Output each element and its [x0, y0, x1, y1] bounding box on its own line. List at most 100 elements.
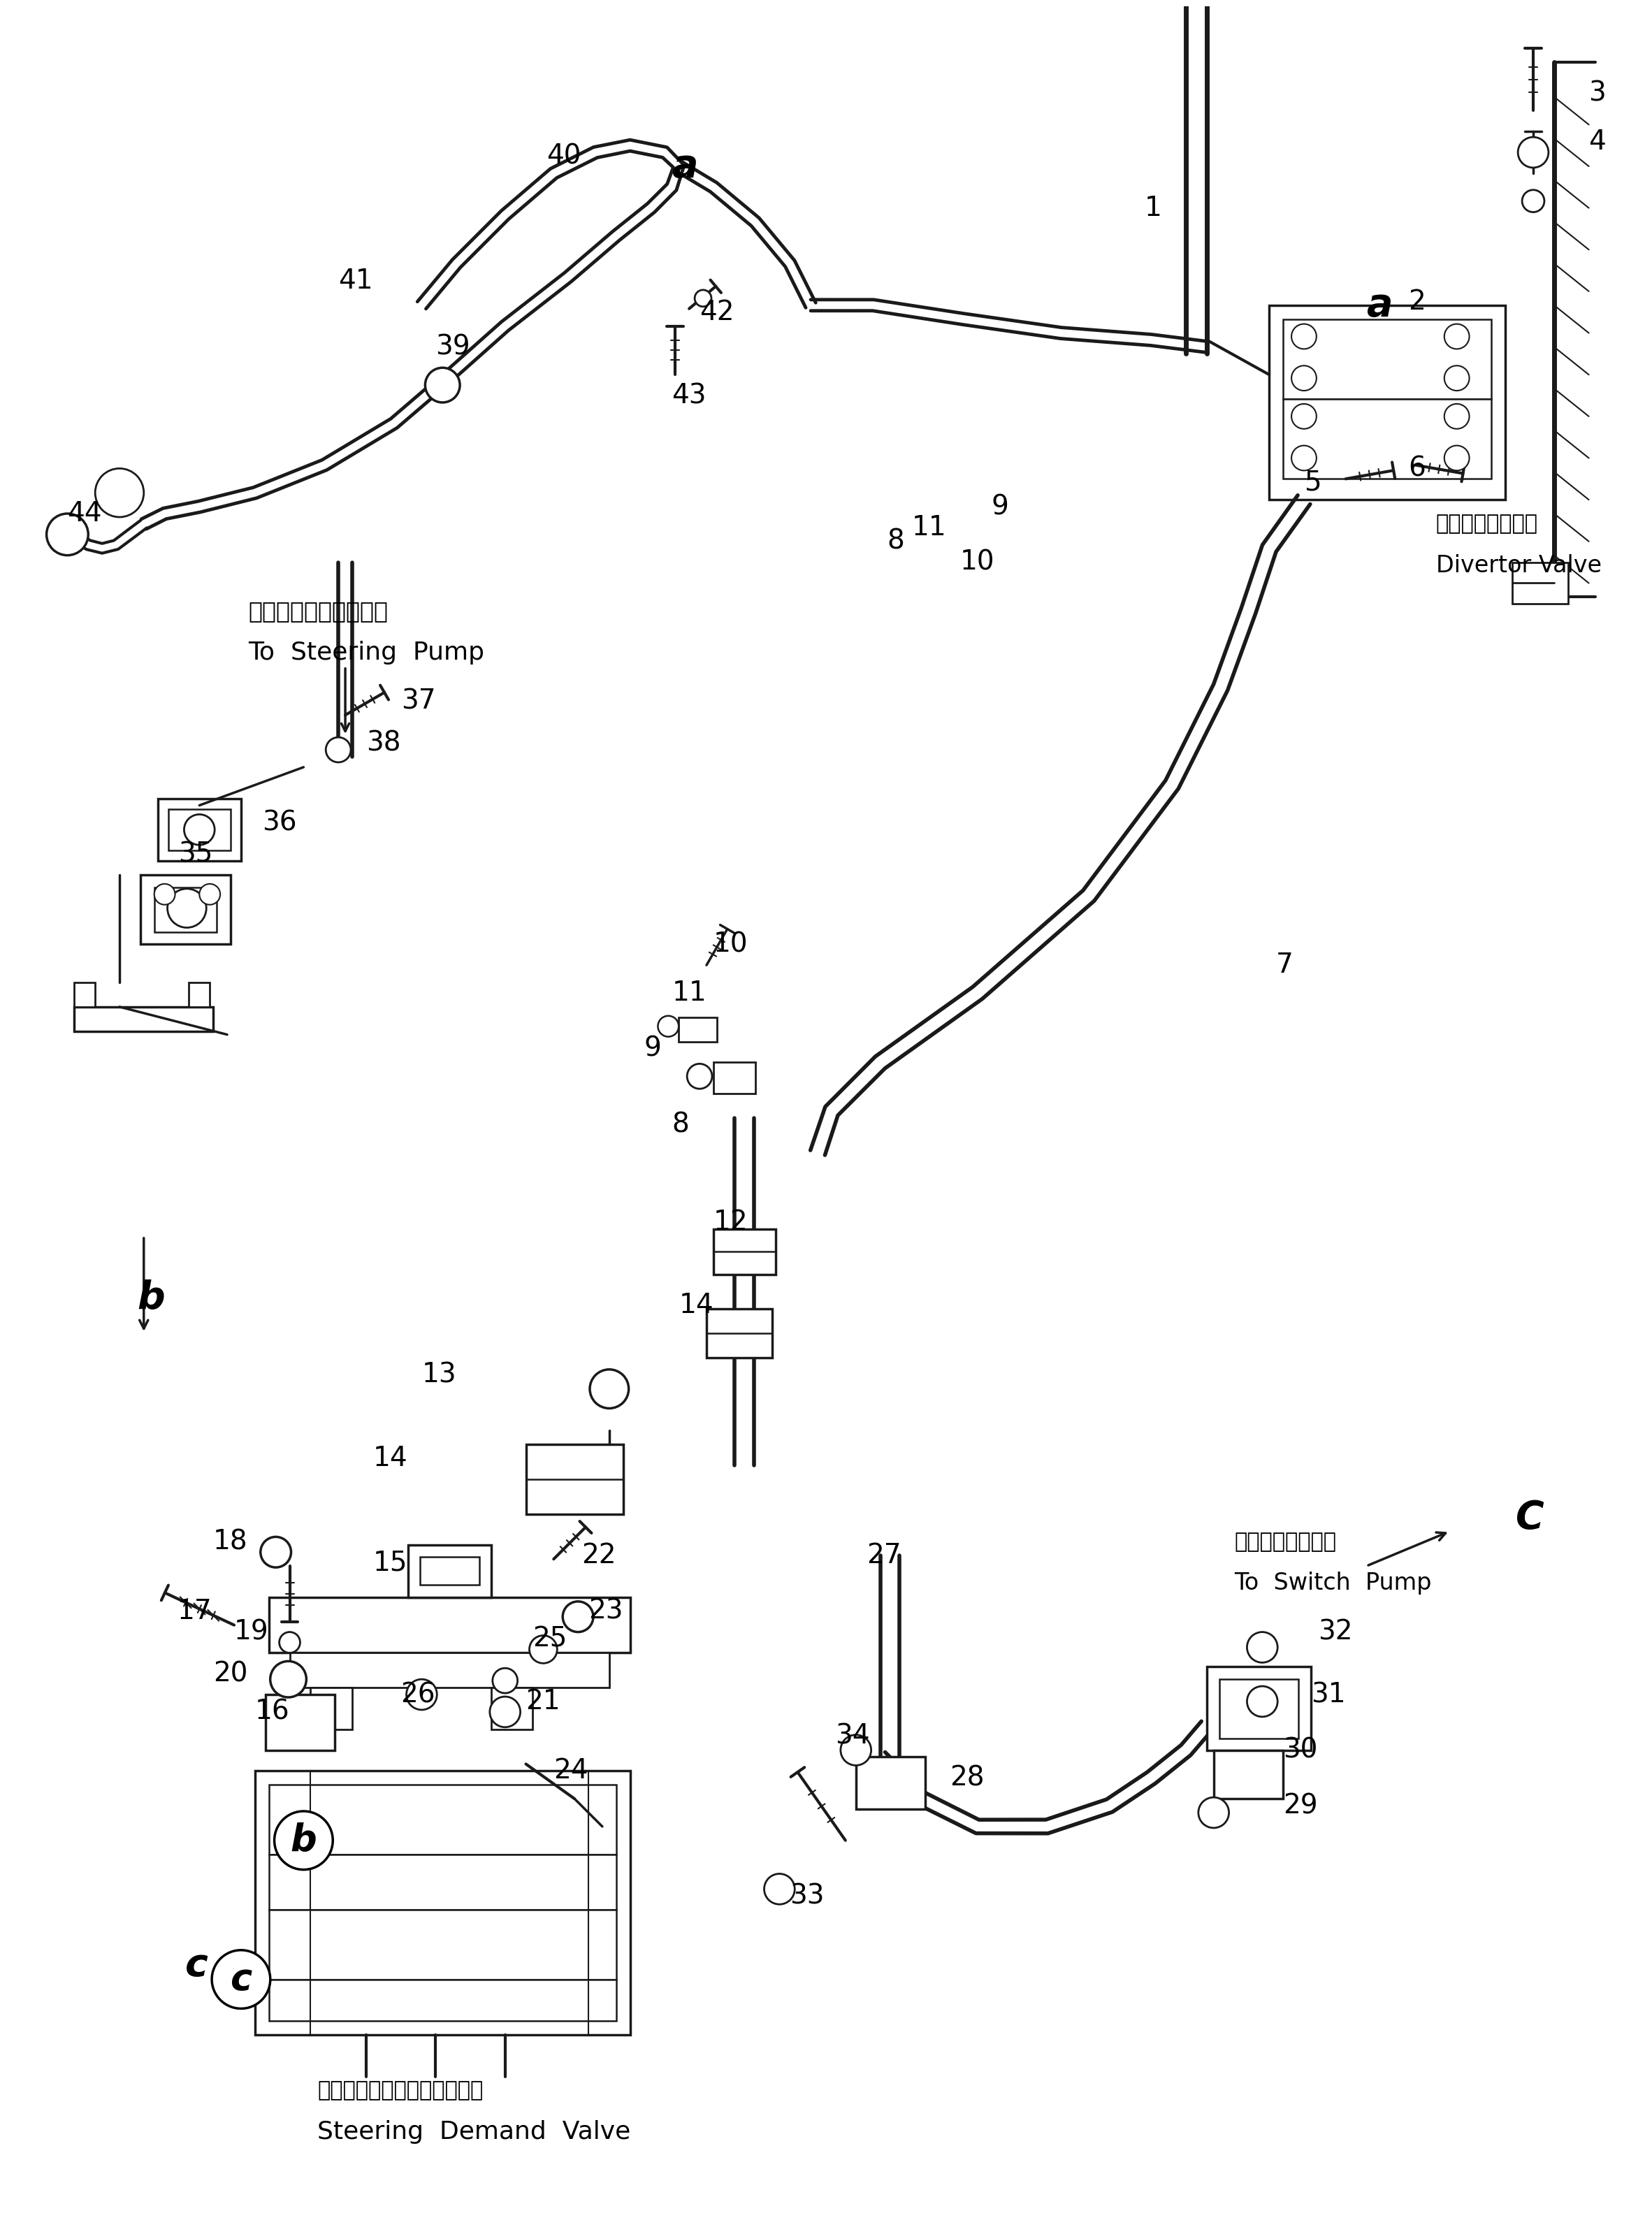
Bar: [714, 1228, 776, 1275]
Bar: [289, 1653, 610, 1689]
Text: 1: 1: [1145, 195, 1161, 221]
Text: To  Switch  Pump: To Switch Pump: [1234, 1571, 1432, 1596]
Bar: [269, 1598, 629, 1653]
Circle shape: [529, 1635, 557, 1664]
Text: 9: 9: [644, 1036, 661, 1062]
Text: To  Steering  Pump: To Steering Pump: [248, 640, 484, 664]
Text: 4: 4: [1589, 128, 1606, 155]
Circle shape: [1292, 365, 1317, 392]
Text: 11: 11: [912, 513, 947, 540]
Text: 33: 33: [790, 1883, 824, 1910]
Circle shape: [492, 1669, 517, 1693]
Circle shape: [261, 1536, 291, 1567]
Bar: [1269, 305, 1505, 500]
Text: 16: 16: [254, 1700, 289, 1726]
Bar: [269, 1854, 616, 1910]
Circle shape: [563, 1602, 593, 1631]
Bar: [269, 1910, 616, 1978]
Text: 44: 44: [68, 500, 102, 527]
Circle shape: [154, 883, 175, 905]
Text: 8: 8: [672, 1111, 689, 1137]
Text: 19: 19: [235, 1618, 269, 1644]
Text: ディバータバルブ: ディバータバルブ: [1436, 513, 1538, 533]
Bar: [1219, 1680, 1298, 1737]
Circle shape: [279, 1631, 301, 1653]
Text: 5: 5: [1303, 469, 1322, 496]
Circle shape: [1292, 323, 1317, 350]
Bar: [525, 1445, 623, 1514]
Text: 20: 20: [213, 1660, 248, 1686]
Circle shape: [841, 1735, 871, 1766]
Circle shape: [590, 1370, 629, 1407]
Bar: [74, 1007, 213, 1031]
Bar: [1214, 1750, 1284, 1799]
Text: 28: 28: [950, 1764, 985, 1790]
Text: 25: 25: [534, 1627, 567, 1653]
Text: Steering  Demand  Valve: Steering Demand Valve: [317, 2120, 631, 2144]
Bar: [1284, 319, 1492, 398]
Text: 35: 35: [178, 841, 213, 867]
Circle shape: [96, 469, 144, 518]
Text: 21: 21: [525, 1689, 560, 1715]
Text: c: c: [230, 1961, 253, 1998]
Text: 32: 32: [1318, 1618, 1353, 1644]
Bar: [491, 1689, 534, 1728]
Circle shape: [1198, 1797, 1229, 1828]
Circle shape: [183, 814, 215, 845]
Text: 12: 12: [714, 1208, 748, 1235]
Circle shape: [1247, 1686, 1277, 1717]
Circle shape: [271, 1662, 306, 1697]
Circle shape: [489, 1697, 520, 1726]
Circle shape: [695, 290, 712, 308]
Text: c: c: [185, 1947, 208, 1985]
Text: 13: 13: [421, 1361, 456, 1388]
Text: 23: 23: [588, 1598, 623, 1624]
Text: a: a: [1366, 285, 1393, 323]
Circle shape: [1444, 323, 1469, 350]
Text: 38: 38: [367, 730, 401, 757]
Text: 36: 36: [263, 810, 297, 837]
Text: 30: 30: [1284, 1737, 1318, 1764]
Text: Divertor Valve: Divertor Valve: [1436, 553, 1601, 578]
Bar: [420, 1558, 479, 1585]
Text: 43: 43: [672, 383, 707, 409]
Circle shape: [687, 1064, 712, 1089]
Circle shape: [406, 1680, 438, 1711]
Bar: [188, 983, 210, 1007]
Bar: [254, 1770, 629, 2036]
Bar: [140, 874, 231, 945]
Circle shape: [1292, 445, 1317, 471]
Text: 40: 40: [547, 142, 582, 168]
Text: 6: 6: [1408, 456, 1426, 482]
Text: 14: 14: [373, 1445, 408, 1472]
Bar: [1512, 562, 1568, 604]
Bar: [269, 1978, 616, 2020]
Circle shape: [1521, 190, 1545, 212]
Text: 2: 2: [1408, 288, 1426, 314]
Text: 39: 39: [436, 334, 471, 361]
Text: 22: 22: [582, 1542, 616, 1569]
Text: 14: 14: [679, 1292, 714, 1319]
Text: スイッチポンプへ: スイッチポンプへ: [1234, 1531, 1336, 1551]
Text: 10: 10: [714, 932, 748, 958]
Text: a: a: [672, 148, 699, 186]
Text: 15: 15: [373, 1549, 408, 1576]
Text: 7: 7: [1277, 952, 1294, 978]
Bar: [1284, 398, 1492, 478]
Text: 26: 26: [401, 1682, 436, 1708]
Text: 24: 24: [553, 1757, 588, 1784]
Bar: [714, 1062, 755, 1093]
Text: 42: 42: [699, 299, 733, 325]
Circle shape: [325, 737, 350, 761]
Circle shape: [1247, 1631, 1277, 1662]
Text: 10: 10: [960, 549, 995, 575]
Bar: [1206, 1666, 1312, 1750]
Text: 9: 9: [991, 493, 1009, 520]
Circle shape: [1444, 445, 1469, 471]
Text: 37: 37: [401, 688, 436, 715]
Text: 34: 34: [834, 1724, 869, 1750]
Circle shape: [167, 890, 206, 927]
Text: ステアリングポンプへ: ステアリングポンプへ: [248, 600, 388, 622]
Text: b: b: [291, 1821, 317, 1859]
Bar: [74, 983, 96, 1007]
